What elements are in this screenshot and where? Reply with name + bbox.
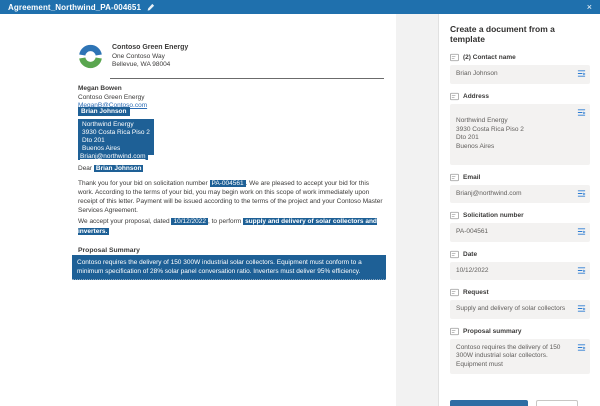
field-label: Email [463, 173, 481, 181]
panel-title: Create a document from a template [450, 24, 555, 44]
text-field-icon [450, 288, 459, 297]
field-label: Solicitation number [463, 212, 524, 219]
sender-block: Megan Bowen Contoso Green Energy MeganB@… [78, 85, 147, 111]
date-input[interactable]: 10/12/2022 [450, 261, 590, 280]
salutation-name-field[interactable]: Brian Johnson [93, 165, 144, 172]
brand-name: Contoso Green Energy [112, 44, 189, 51]
request-input[interactable]: Supply and delivery of solar collectors [450, 300, 590, 319]
insert-field-icon[interactable] [577, 266, 586, 275]
text-field-icon [450, 211, 459, 220]
template-panel: Create a document from a template (2) Co… [439, 14, 600, 406]
sender-name: Megan Bowen [78, 85, 122, 92]
date-field-doc[interactable]: 10/12/2022 [171, 218, 209, 225]
cancel-button[interactable]: Cancel [535, 400, 578, 406]
contoso-logo-icon [78, 44, 103, 69]
field-label: Proposal summary [463, 327, 522, 335]
insert-field-icon[interactable] [577, 343, 586, 352]
paragraph-proposal: We accept your proposal, dated 10/12/202… [78, 218, 377, 235]
insert-field-icon[interactable] [577, 304, 586, 313]
solicitation-number-input[interactable]: PA-004561 [450, 223, 590, 242]
field-email: Email Brianj@northwind.com [450, 173, 590, 203]
salutation: Dear Brian Johnson [78, 165, 144, 172]
create-document-button[interactable]: Create Document [450, 400, 528, 406]
document-preview: Contoso Green Energy One Contoso Way Bel… [0, 14, 396, 406]
recipient-name-field: Brian Johnson [78, 107, 130, 116]
field-proposal-summary: Proposal summary Contoso requires the de… [450, 327, 590, 374]
titlebar: Agreement_Northwind_PA-004651 × [0, 0, 600, 14]
panel-divider [438, 14, 439, 406]
proposal-summary-input[interactable]: Contoso requires the delivery of 150 300… [450, 338, 590, 374]
field-label: Address [463, 92, 490, 100]
field-label: Request [463, 289, 489, 296]
proposal-summary-heading: Proposal Summary [78, 247, 140, 254]
edit-title-icon[interactable] [147, 3, 155, 11]
brand-address2: Bellevue, WA 98004 [112, 61, 171, 68]
email-input[interactable]: Brianj@northwind.com [450, 184, 590, 203]
sender-company: Contoso Green Energy [78, 93, 145, 101]
panel-buttons: Create Document Cancel [450, 400, 590, 406]
field-address: Address Northwind Energy 3930 Costa Rica… [450, 92, 590, 165]
insert-field-icon[interactable] [577, 227, 586, 236]
text-field-icon [450, 53, 459, 62]
text-field-icon [450, 327, 459, 336]
letterhead-divider [110, 78, 384, 79]
text-field-icon [450, 92, 459, 101]
field-contact-name: (2) Contact name Brian Johnson [450, 53, 590, 84]
solicitation-number-field[interactable]: PA-004561 [209, 180, 246, 187]
proposal-summary-field: Contoso requires the delivery of 150 300… [72, 255, 386, 280]
close-icon[interactable]: × [586, 1, 592, 12]
recipient-address-field: Northwind Energy 3930 Costa Rica Piso 2 … [78, 119, 154, 155]
letterhead-address: Contoso Green Energy One Contoso Way Bel… [112, 44, 188, 70]
contact-name-input[interactable]: Brian Johnson [450, 65, 590, 84]
recipient-email-field: Brianj@northwind.com [78, 153, 148, 160]
paragraph-acceptance: Thank you for your bid on solicitation n… [78, 180, 383, 214]
sender-email-link[interactable]: MeganB@Contoso.com [78, 102, 148, 109]
text-field-icon [450, 173, 459, 182]
field-label: (2) Contact name [463, 54, 516, 61]
letterhead: Contoso Green Energy One Contoso Way Bel… [78, 44, 188, 70]
field-request: Request Supply and delivery of solar col… [450, 288, 590, 319]
address-input[interactable]: Northwind Energy 3930 Costa Rica Piso 2 … [450, 103, 590, 165]
insert-field-icon[interactable] [577, 189, 586, 198]
text-field-icon [450, 250, 459, 259]
document-title: Agreement_Northwind_PA-004651 [8, 2, 142, 12]
insert-field-icon[interactable] [577, 69, 586, 78]
page-gutter [396, 14, 438, 406]
field-date: Date 10/12/2022 [450, 250, 590, 280]
field-label: Date [463, 250, 478, 258]
field-solicitation-number: Solicitation number PA-004561 [450, 211, 590, 242]
brand-address1: One Contoso Way [112, 52, 165, 60]
insert-field-icon[interactable] [577, 108, 586, 117]
